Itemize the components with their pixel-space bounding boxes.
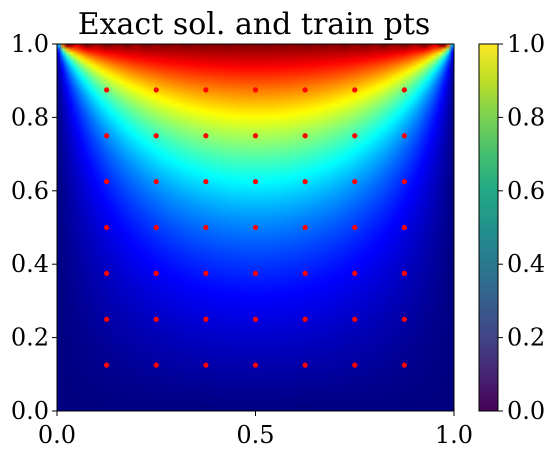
train-point: [153, 224, 159, 231]
train-point: [302, 316, 308, 322]
train-point: [252, 179, 259, 185]
train-point: [153, 179, 159, 185]
y-tick-label: 0.2: [11, 324, 49, 352]
train-point: [153, 133, 159, 139]
x-tick-label: 0.5: [236, 421, 274, 449]
train-point: [104, 270, 110, 276]
y-tick-label: 0.4: [11, 250, 49, 278]
colorbar-tick-label: 0.8: [507, 103, 545, 131]
train-point: [252, 270, 259, 276]
train-point: [302, 87, 308, 93]
train-point: [352, 270, 358, 276]
train-point: [252, 87, 259, 93]
train-point: [203, 224, 209, 231]
colorbar: 0.0 0.2 0.4 0.6 0.8 1.0: [478, 30, 545, 425]
colorbar-tick-label: 0.2: [507, 324, 545, 352]
train-point: [352, 224, 358, 231]
train-point: [203, 133, 209, 139]
train-point: [104, 316, 110, 322]
train-point: [401, 362, 407, 368]
train-point: [302, 224, 308, 231]
train-point: [252, 224, 259, 231]
y-tick-label: 0.6: [11, 177, 49, 205]
train-point: [153, 362, 159, 368]
train-point: [203, 179, 209, 185]
colorbar-tick-label: 0.0: [507, 397, 545, 425]
train-point: [104, 133, 110, 139]
x-tick-label: 0.0: [38, 421, 76, 449]
colorbar-tick-label: 0.6: [507, 177, 545, 205]
train-point: [401, 87, 407, 93]
train-point: [252, 316, 259, 322]
train-point: [203, 270, 209, 276]
train-point: [302, 179, 308, 185]
train-point: [401, 316, 407, 322]
train-point: [104, 87, 110, 93]
train-point: [352, 133, 358, 139]
x-tick-label: 1.0: [435, 421, 473, 449]
plot-area: 0.0 0.5 1.0 0.0 0.2 0.4 0.6 0.8 1.0: [11, 30, 473, 449]
train-point: [401, 179, 407, 185]
train-point: [252, 133, 259, 139]
train-point: [153, 316, 159, 322]
train-point: [104, 224, 110, 231]
colorbar-gradient: [478, 43, 499, 412]
y-tick-label: 0.0: [11, 397, 49, 425]
train-point: [203, 316, 209, 322]
train-point: [203, 362, 209, 368]
train-point: [352, 87, 358, 93]
train-point: [302, 362, 308, 368]
train-point: [352, 362, 358, 368]
chart-title: Exact sol. and train pts: [78, 7, 431, 42]
train-point: [352, 316, 358, 322]
y-tick-label: 0.8: [11, 103, 49, 131]
train-point: [153, 87, 159, 93]
y-tick-label: 1.0: [11, 30, 49, 58]
colorbar-tick-label: 1.0: [507, 30, 545, 58]
train-point: [203, 87, 209, 93]
train-point: [401, 133, 407, 139]
train-point: [104, 179, 110, 185]
train-point: [252, 362, 259, 368]
colorbar-tick-label: 0.4: [507, 250, 545, 278]
train-point: [401, 224, 407, 231]
train-point: [302, 133, 308, 139]
train-point: [352, 179, 358, 185]
train-point: [302, 270, 308, 276]
train-point: [401, 270, 407, 276]
train-point: [104, 362, 110, 368]
train-point: [153, 270, 159, 276]
